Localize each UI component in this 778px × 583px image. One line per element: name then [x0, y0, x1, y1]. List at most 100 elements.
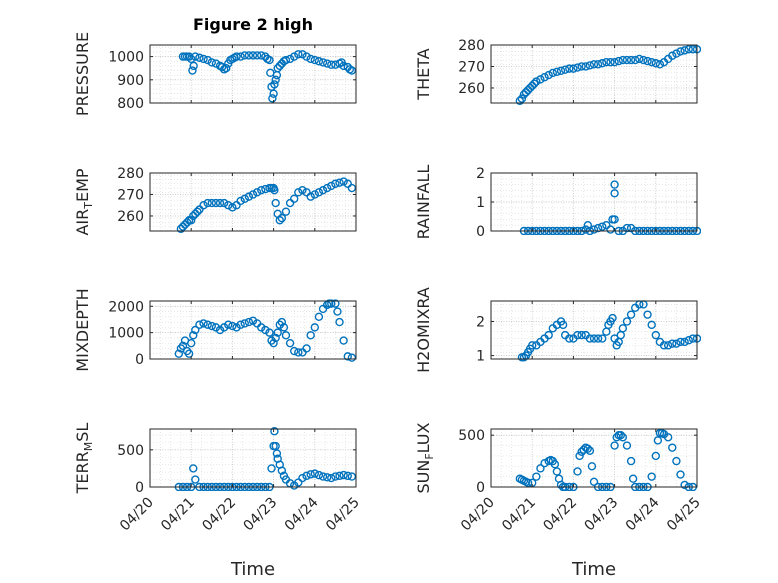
data-point	[519, 353, 529, 362]
data-point	[639, 55, 648, 65]
data-point	[318, 58, 328, 67]
y-label-part: LUX	[414, 422, 433, 453]
y-axis-label: PRESSURE	[73, 32, 92, 116]
data-point	[252, 51, 262, 60]
data-point	[589, 60, 599, 69]
tick-marks	[149, 172, 357, 231]
data-point	[517, 94, 527, 103]
data-point	[327, 299, 336, 308]
data-point	[643, 56, 652, 66]
data-point	[606, 225, 615, 234]
data-point	[331, 179, 340, 188]
y-label-subscript: M	[82, 442, 95, 452]
y-axis-label: AIRTEMP	[73, 168, 95, 235]
data-point	[302, 344, 311, 353]
data-point	[267, 464, 276, 473]
data-point	[306, 331, 315, 340]
y-tick-label: 1	[476, 349, 485, 365]
data-point	[585, 446, 595, 455]
y-tick-label: 0	[476, 224, 485, 240]
data-point	[622, 223, 632, 233]
data-point	[310, 323, 319, 332]
data-point	[232, 323, 241, 332]
subplot-1: 800 900 1000 PRESSURE	[73, 32, 357, 116]
y-label-part: EMP	[73, 168, 92, 202]
data-point	[339, 61, 348, 71]
y-tick-label: 500	[458, 428, 485, 444]
data-point	[174, 349, 184, 358]
data-point	[647, 57, 656, 67]
data-point	[271, 198, 280, 208]
data-point	[191, 52, 200, 61]
data-point	[560, 65, 570, 74]
data-point	[680, 337, 689, 347]
tick-marks	[149, 45, 357, 104]
data-point	[199, 201, 208, 210]
data-point	[618, 433, 628, 442]
data-point	[647, 320, 656, 330]
data-point	[248, 51, 258, 60]
data-point	[610, 189, 619, 198]
data-point	[589, 334, 599, 343]
y-axis-label: SUNFLUX	[414, 422, 436, 493]
data-point	[184, 52, 194, 61]
data-point	[211, 198, 221, 208]
data-point	[331, 299, 340, 308]
data-point	[653, 436, 663, 445]
data-point	[189, 464, 198, 473]
subplot-6: 1 2 H2OMIXRA	[414, 287, 701, 373]
data-point	[189, 331, 198, 340]
data-point	[602, 57, 611, 67]
data-point	[269, 338, 278, 348]
data-point	[257, 51, 266, 60]
data-point	[318, 185, 328, 195]
data-point	[298, 50, 307, 59]
data-point	[270, 80, 279, 89]
axes-box	[149, 44, 357, 104]
data-point	[343, 352, 352, 361]
data-point	[294, 478, 303, 487]
data-point	[228, 203, 237, 212]
data-point	[688, 334, 698, 343]
y-tick-label: 1	[476, 195, 485, 211]
data-point	[556, 66, 566, 75]
data-point	[515, 96, 525, 106]
data-point	[544, 330, 553, 340]
data-point	[318, 472, 328, 481]
data-point	[347, 353, 357, 362]
data-point	[585, 61, 595, 70]
data-point	[577, 330, 586, 340]
x-tick-label: 04/24	[623, 494, 663, 534]
data-markers	[176, 177, 357, 234]
y-axis-label: MIXDEPTH	[73, 288, 92, 371]
data-point	[215, 325, 225, 335]
data-point	[248, 190, 258, 199]
data-point	[203, 55, 212, 65]
data-point	[672, 339, 681, 348]
data-point	[257, 185, 266, 195]
subplot-5: 0 1000 2000 MIXDEPTH	[73, 288, 357, 372]
data-point	[598, 59, 607, 68]
y-tick-label: 280	[117, 166, 144, 182]
data-point	[523, 478, 533, 488]
data-point	[663, 433, 673, 442]
data-point	[277, 317, 287, 327]
data-point	[281, 55, 291, 65]
data-point	[203, 198, 212, 208]
data-point	[589, 477, 599, 487]
data-point	[188, 66, 197, 75]
data-point	[248, 316, 258, 325]
data-point	[680, 480, 689, 490]
axes-box	[490, 300, 698, 360]
data-point	[684, 45, 693, 54]
y-tick-label: 270	[117, 187, 144, 203]
data-markers	[174, 299, 357, 362]
tick-marks	[149, 429, 357, 488]
data-point	[680, 46, 689, 55]
y-tick-label: 260	[458, 81, 485, 97]
data-point	[569, 64, 578, 73]
data-point	[265, 328, 274, 337]
y-tick-label: 1000	[108, 326, 144, 342]
